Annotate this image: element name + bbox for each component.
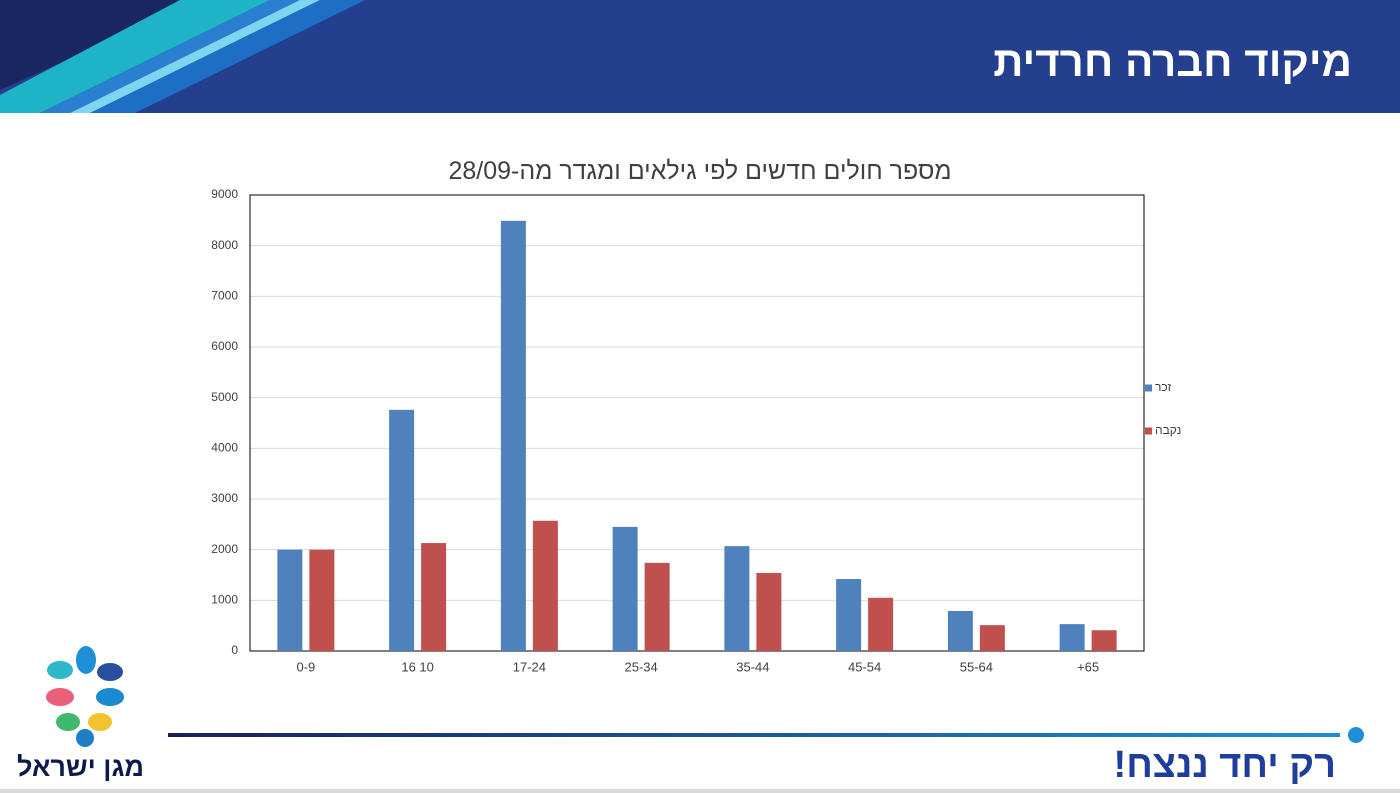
bar: [979, 625, 1005, 651]
y-tick-label: 5000: [211, 390, 238, 404]
logo-hand: [47, 661, 73, 679]
header-decor: [0, 0, 270, 113]
bar: [1091, 630, 1117, 651]
x-tick-label: 17-24: [513, 659, 546, 674]
bar: [756, 572, 782, 651]
y-tick-label: 6000: [211, 339, 238, 353]
y-tick-label: 4000: [211, 441, 238, 455]
logo: [46, 646, 124, 747]
bar: [612, 526, 638, 651]
bar: [1059, 624, 1085, 651]
x-tick-label: 45-54: [848, 659, 881, 674]
legend-swatch: [1145, 384, 1152, 392]
y-tick-label: 7000: [211, 289, 238, 303]
y-tick-label: 0: [231, 643, 238, 657]
logo-hand: [88, 713, 112, 731]
bar: [644, 562, 670, 651]
plot-frame: [249, 194, 1145, 652]
bar: [421, 543, 447, 651]
bottom-rule: [0, 789, 1400, 793]
bar: [532, 520, 558, 651]
logo-hand: [46, 688, 74, 706]
bar: [724, 546, 750, 651]
y-tick-label: 8000: [211, 238, 238, 252]
footer-virus-icon: [1348, 727, 1364, 743]
bar: [500, 220, 526, 651]
logo-hand: [97, 663, 123, 681]
x-tick-label: 35-44: [736, 659, 769, 674]
logo-hand: [56, 713, 80, 731]
header-decor: [70, 0, 320, 113]
x-tick-label: 25-34: [625, 659, 658, 674]
bar: [277, 549, 303, 651]
x-tick-label: 0-9: [296, 659, 315, 674]
slogan: רק יחד ננצח!: [1113, 744, 1336, 786]
y-tick-label: 2000: [211, 542, 238, 556]
logo-text: מגן ישראל: [17, 752, 144, 782]
y-tick-label: 9000: [211, 187, 238, 201]
bar: [868, 597, 894, 651]
bar: [836, 579, 862, 651]
bar: [389, 409, 415, 651]
x-tick-label: 16 10: [401, 659, 434, 674]
bar: [309, 549, 335, 651]
y-tick-label: 3000: [211, 491, 238, 505]
logo-hand: [76, 729, 94, 747]
header-decor: [90, 0, 365, 113]
x-tick-label: +65: [1077, 659, 1099, 674]
header-decor: [40, 0, 300, 113]
logo-hand: [76, 646, 96, 674]
bar: [947, 610, 973, 651]
footer-line: [168, 733, 1340, 737]
slide-title: מיקוד חברה חרדית: [993, 38, 1352, 85]
legend-swatch: [1145, 427, 1152, 435]
chart-title: מספר חולים חדשים לפי גילאים ומגדר מה-28/…: [448, 157, 952, 185]
logo-hand: [96, 688, 124, 706]
legend-label: זכר: [1155, 380, 1171, 394]
x-tick-label: 55-64: [960, 659, 993, 674]
legend-label: נקבה: [1155, 423, 1181, 437]
y-tick-label: 1000: [211, 593, 238, 607]
